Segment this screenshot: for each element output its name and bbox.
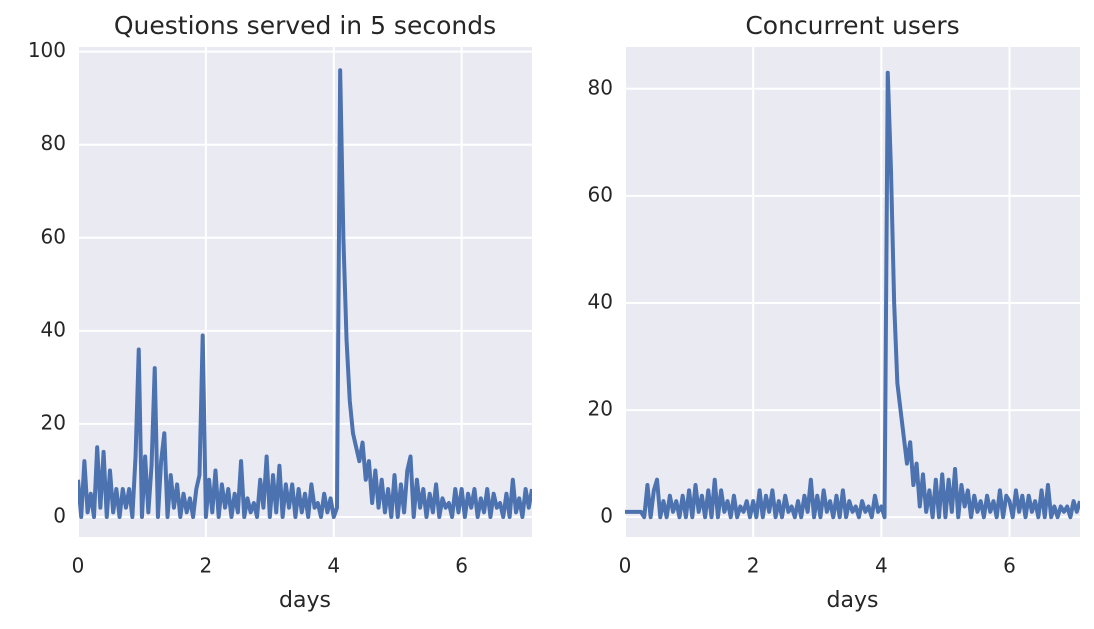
y-tick-label: 40 — [588, 289, 613, 313]
x-tick-label: 6 — [455, 554, 468, 578]
y-tick-label: 60 — [588, 182, 613, 206]
plot-area — [625, 47, 1080, 537]
data-line — [625, 70, 1080, 520]
x-tick-label: 0 — [619, 554, 632, 578]
x-axis-label: days — [279, 588, 331, 613]
chart-title: Questions served in 5 seconds — [114, 11, 496, 40]
chart-title: Concurrent users — [745, 11, 959, 40]
y-tick-label: 20 — [41, 410, 66, 434]
x-tick-label: 2 — [747, 554, 760, 578]
y-tick-label: 40 — [41, 317, 66, 341]
x-tick-label: 2 — [200, 554, 213, 578]
x-tick-label: 0 — [72, 554, 85, 578]
data-line — [78, 68, 532, 519]
y-tick-label: 0 — [53, 503, 66, 527]
x-tick-label: 4 — [875, 554, 888, 578]
y-tick-label: 20 — [588, 397, 613, 421]
y-tick-label: 0 — [600, 504, 613, 528]
y-tick-label: 80 — [588, 75, 613, 99]
x-tick-label: 4 — [327, 554, 340, 578]
y-tick-label: 60 — [41, 224, 66, 248]
x-axis-label: days — [827, 588, 879, 613]
y-tick-label: 100 — [28, 38, 66, 62]
x-tick-label: 6 — [1003, 554, 1016, 578]
y-tick-label: 80 — [41, 131, 66, 155]
